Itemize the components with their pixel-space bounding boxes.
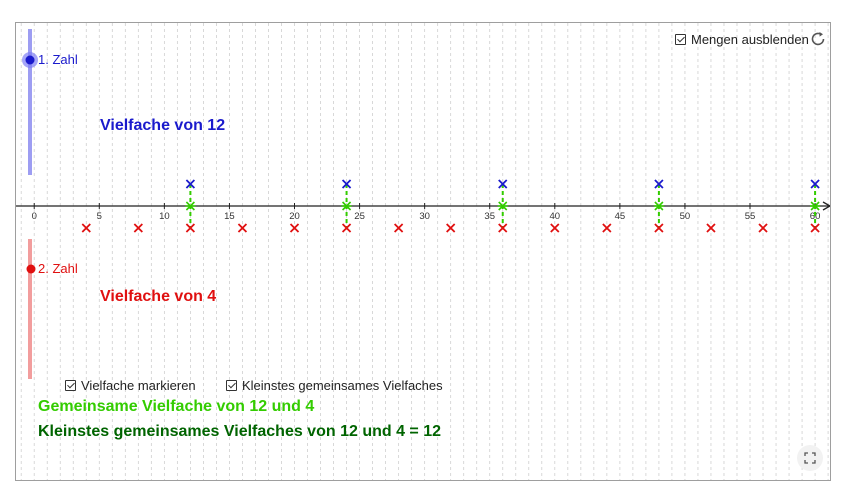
tick-label: 50 [680, 211, 691, 222]
hide-sets-checkbox-box[interactable] [675, 34, 686, 45]
lcm-checkbox-box[interactable] [226, 380, 237, 391]
multiple-first-mark [185, 179, 196, 189]
multiple-second-mark [498, 223, 508, 233]
tick-label: 20 [289, 211, 300, 222]
hide-sets-checkbox[interactable]: Mengen ausblenden [675, 32, 809, 47]
multiple-second-mark [550, 223, 560, 233]
tick-label: 30 [419, 211, 430, 222]
multiples-second-title: Vielfache von 4 [100, 288, 217, 305]
number-line [16, 201, 830, 211]
tick-label: 25 [354, 211, 365, 222]
tick-label: 60 [810, 211, 821, 222]
multiple-second-mark [185, 223, 196, 233]
tick-label: 5 [97, 211, 102, 222]
multiples-first-title: Vielfache von 12 [100, 117, 226, 134]
multiples-marks [81, 179, 821, 233]
multiple-first-mark [810, 179, 820, 189]
multiple-second-mark [237, 223, 248, 233]
tick-label: 55 [745, 211, 756, 222]
reset-icon[interactable] [810, 31, 826, 47]
tick-label: 45 [615, 211, 626, 222]
applet-frame: 0 5 10 15 20 25 30 35 40 45 50 55 60 1. Zahl 2. Zahl… [15, 22, 831, 481]
multiple-first-mark [498, 179, 508, 189]
grid [20, 23, 829, 480]
slider-second-track[interactable] [28, 239, 32, 379]
tick-label: 0 [32, 211, 37, 222]
slider-first-track[interactable] [28, 29, 32, 175]
fullscreen-icon [804, 452, 816, 464]
fullscreen-button[interactable] [797, 445, 823, 471]
multiple-second-mark [810, 223, 820, 233]
slider-second-label: 2. Zahl [38, 261, 78, 276]
multiple-second-mark [602, 223, 612, 233]
lcm-checkbox[interactable]: Kleinstes gemeinsames Vielfaches [226, 378, 443, 393]
slider-first-handle-dot[interactable] [25, 55, 35, 65]
multiple-second-mark [341, 223, 352, 233]
common-multiples-text: Gemeinsame Vielfache von 12 und 4 [38, 398, 315, 415]
tick-label: 35 [484, 211, 495, 222]
axis-arrow [822, 201, 830, 211]
slider-first-label: 1. Zahl [38, 52, 78, 67]
slider-second-handle-dot[interactable] [26, 264, 36, 274]
mark-multiples-checkbox-label: Vielfache markieren [81, 378, 196, 393]
multiple-second-mark [654, 223, 664, 233]
number-line-tick-labels: 0 5 10 15 20 25 30 35 40 45 50 55 60 [32, 211, 821, 222]
mark-multiples-checkbox[interactable]: Vielfache markieren [65, 378, 196, 393]
multiple-second-mark [758, 223, 768, 233]
multiple-second-mark [133, 223, 143, 233]
multiple-first-mark [341, 179, 352, 189]
hide-sets-checkbox-label: Mengen ausblenden [691, 32, 809, 47]
lcm-checkbox-label: Kleinstes gemeinsames Vielfaches [242, 378, 443, 393]
lcm-result-text: Kleinstes gemeinsames Vielfaches von 12 … [38, 423, 442, 440]
multiple-second-mark [81, 223, 91, 233]
mark-multiples-checkbox-box[interactable] [65, 380, 76, 391]
multiple-second-mark [393, 223, 404, 233]
tick-label: 10 [159, 211, 170, 222]
multiple-second-mark [289, 223, 300, 233]
multiple-second-mark [446, 223, 456, 233]
tick-label: 40 [550, 211, 561, 222]
graphics-view[interactable]: 0 5 10 15 20 25 30 35 40 45 50 55 60 [16, 23, 831, 481]
multiple-first-mark [654, 179, 664, 189]
multiple-second-mark [706, 223, 716, 233]
tick-label: 15 [224, 211, 235, 222]
